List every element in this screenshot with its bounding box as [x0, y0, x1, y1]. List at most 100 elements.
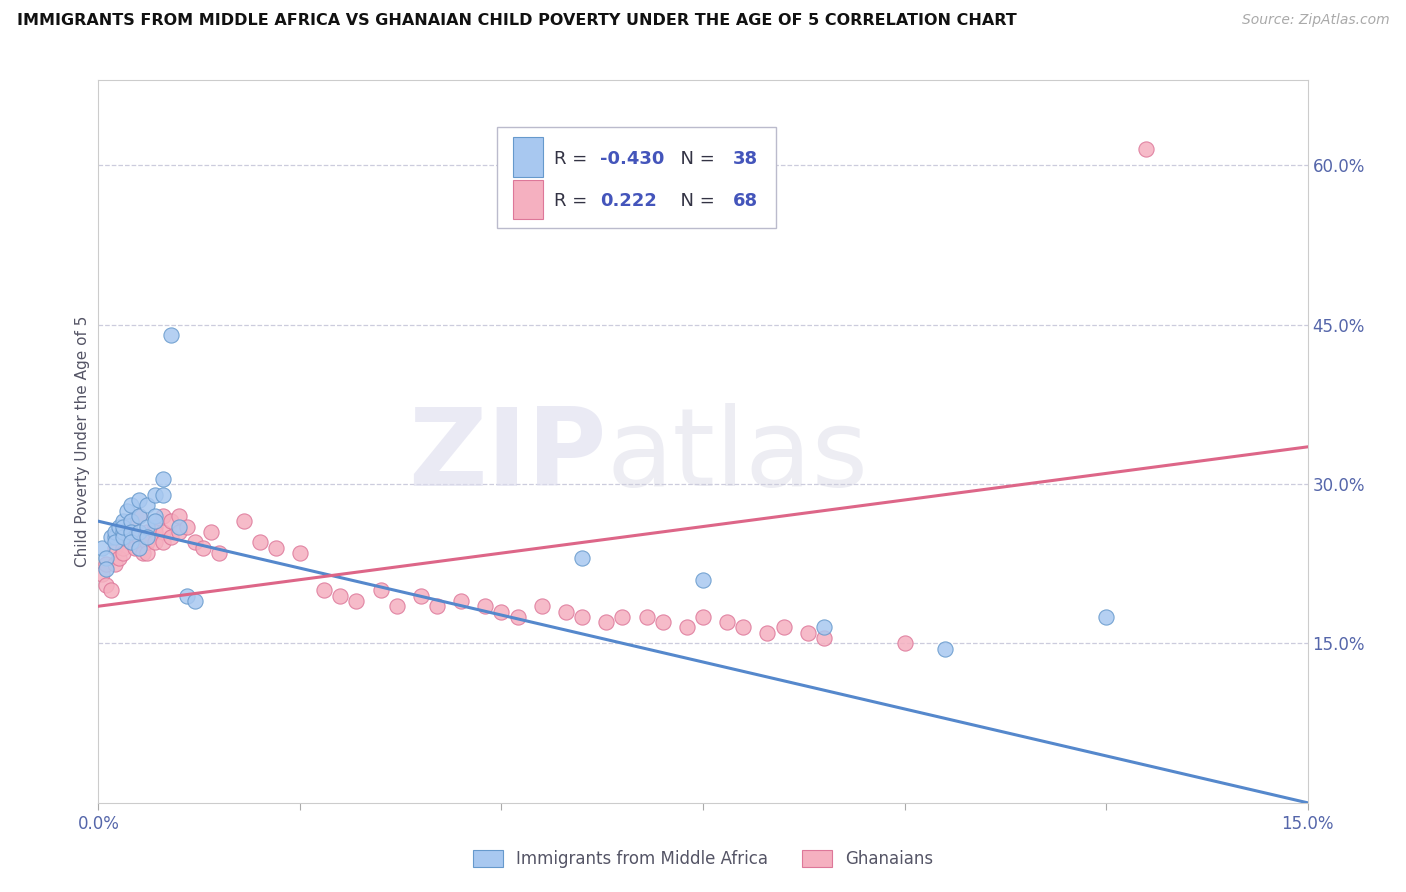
Point — [128, 541, 150, 555]
Point — [143, 519, 166, 533]
Point — [1095, 610, 1118, 624]
Point — [160, 530, 183, 544]
Point — [96, 551, 118, 566]
Point — [595, 615, 617, 630]
Point — [107, 551, 129, 566]
Point — [184, 535, 207, 549]
Point — [111, 541, 134, 555]
Point — [716, 615, 738, 630]
Point — [96, 562, 118, 576]
Point — [756, 625, 779, 640]
FancyBboxPatch shape — [513, 137, 543, 178]
Point — [111, 524, 134, 539]
Point — [344, 594, 367, 608]
Point — [200, 524, 222, 539]
Point — [555, 605, 578, 619]
Point — [100, 583, 122, 598]
FancyBboxPatch shape — [513, 179, 543, 219]
Point — [152, 508, 174, 523]
Point — [249, 535, 271, 549]
Point — [143, 524, 166, 539]
Point — [329, 589, 352, 603]
Text: N =: N = — [669, 193, 721, 211]
Point — [132, 546, 155, 560]
Point — [167, 524, 190, 539]
Point — [530, 599, 553, 614]
Point — [120, 530, 142, 544]
Point — [813, 620, 835, 634]
Text: atlas: atlas — [606, 403, 869, 509]
Point — [772, 620, 794, 634]
Text: 38: 38 — [734, 150, 758, 168]
Text: ZIP: ZIP — [408, 403, 606, 509]
Text: 68: 68 — [734, 193, 758, 211]
Point — [571, 610, 593, 624]
Point — [143, 488, 166, 502]
Point — [111, 524, 134, 539]
Point — [409, 589, 432, 603]
Point — [111, 530, 134, 544]
Point — [135, 498, 157, 512]
Point — [103, 524, 125, 539]
Point — [491, 605, 513, 619]
Point — [184, 594, 207, 608]
Point — [128, 508, 150, 523]
Point — [232, 514, 254, 528]
Point — [96, 557, 118, 571]
Text: 0.222: 0.222 — [600, 193, 657, 211]
Point — [571, 551, 593, 566]
Point — [193, 541, 215, 555]
Point — [370, 583, 392, 598]
Point — [107, 519, 129, 533]
Text: IMMIGRANTS FROM MIDDLE AFRICA VS GHANAIAN CHILD POVERTY UNDER THE AGE OF 5 CORRE: IMMIGRANTS FROM MIDDLE AFRICA VS GHANAIA… — [17, 13, 1017, 29]
Point — [797, 625, 820, 640]
Point — [91, 567, 114, 582]
Point — [692, 573, 714, 587]
Point — [124, 541, 146, 555]
Point — [733, 620, 755, 634]
Point — [103, 530, 125, 544]
Point — [128, 530, 150, 544]
Point — [120, 535, 142, 549]
Point — [111, 514, 134, 528]
Point — [152, 535, 174, 549]
Point — [135, 535, 157, 549]
Point — [128, 508, 150, 523]
Point — [167, 519, 190, 533]
Point — [692, 610, 714, 624]
Point — [813, 631, 835, 645]
Point — [96, 578, 118, 592]
Point — [135, 524, 157, 539]
Y-axis label: Child Poverty Under the Age of 5: Child Poverty Under the Age of 5 — [75, 316, 90, 567]
Point — [135, 519, 157, 533]
Point — [143, 535, 166, 549]
Text: -0.430: -0.430 — [600, 150, 665, 168]
Point — [128, 541, 150, 555]
Point — [103, 541, 125, 555]
Point — [1135, 142, 1157, 156]
Point — [636, 610, 658, 624]
Point — [385, 599, 408, 614]
Point — [288, 546, 311, 560]
Text: R =: R = — [554, 193, 593, 211]
Point — [208, 546, 231, 560]
Point — [128, 493, 150, 508]
Point — [135, 530, 157, 544]
Point — [111, 546, 134, 560]
Point — [143, 514, 166, 528]
Point — [111, 519, 134, 533]
Point — [612, 610, 634, 624]
Point — [120, 524, 142, 539]
Point — [103, 557, 125, 571]
Point — [676, 620, 699, 634]
Point — [152, 524, 174, 539]
Point — [135, 546, 157, 560]
Point — [128, 524, 150, 539]
Point — [474, 599, 496, 614]
Point — [934, 641, 956, 656]
Point — [115, 503, 138, 517]
Text: R =: R = — [554, 150, 593, 168]
Point — [100, 530, 122, 544]
Point — [176, 589, 198, 603]
Point — [426, 599, 449, 614]
